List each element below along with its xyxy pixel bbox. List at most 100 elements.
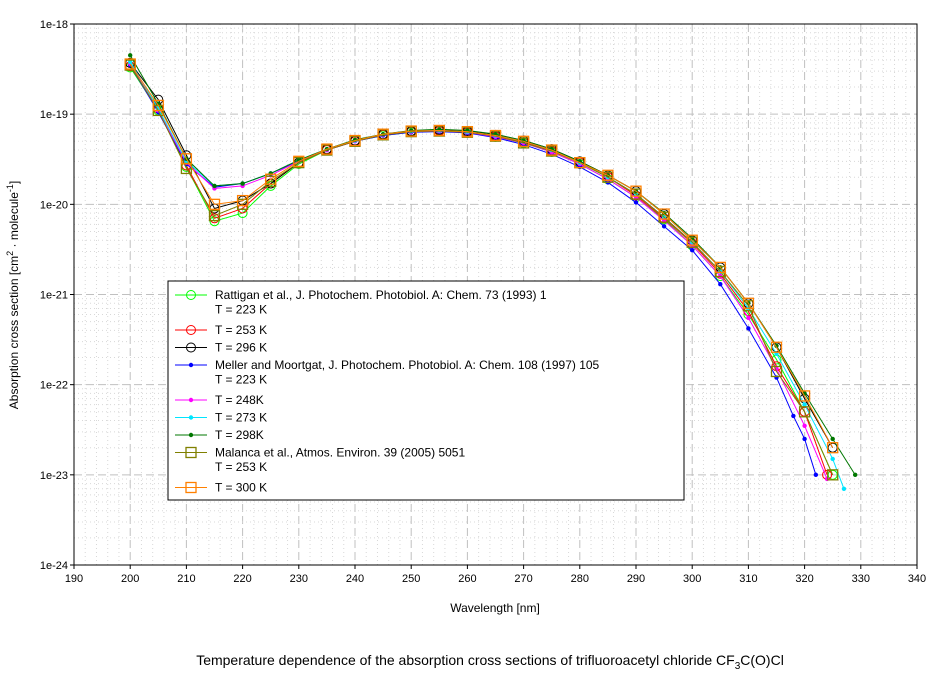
data-point — [152, 99, 164, 112]
y-tick-label: 1e-23 — [40, 470, 68, 482]
data-point — [852, 472, 858, 478]
x-tick-label: 330 — [852, 573, 870, 585]
legend-sublabel: T = 253 K — [215, 460, 267, 474]
data-point — [405, 125, 417, 137]
legend-label: T = 273 K — [215, 411, 267, 425]
data-point — [658, 208, 670, 220]
data-point — [240, 181, 245, 186]
legend-label: T = 300 K — [215, 481, 267, 495]
legend-label: Meller and Moortgat, J. Photochem. Photo… — [215, 358, 600, 372]
data-point — [830, 436, 835, 442]
x-tick-label: 220 — [233, 573, 251, 585]
x-tick-label: 260 — [458, 573, 476, 585]
legend-marker — [185, 446, 197, 459]
legend-label: T = 253 K — [215, 323, 267, 337]
data-point — [265, 173, 277, 185]
data-point — [770, 365, 783, 378]
legend-box — [167, 280, 685, 501]
data-point — [489, 129, 502, 142]
legend-marker — [185, 481, 197, 494]
data-point — [602, 169, 614, 181]
y-tick-label: 1e-22 — [40, 380, 68, 392]
data-point — [633, 200, 639, 205]
data-point — [798, 390, 811, 402]
y-tick-label: 1e-21 — [40, 290, 68, 302]
data-point — [128, 53, 133, 58]
series-8 — [124, 58, 839, 454]
data-point — [718, 282, 723, 287]
data-point — [517, 135, 530, 147]
data-point — [208, 198, 221, 210]
data-point — [827, 469, 839, 481]
legend-marker — [188, 415, 194, 420]
x-tick-label: 290 — [627, 573, 645, 585]
chart-title: Temperature dependence of the absorption… — [196, 652, 784, 672]
data-point — [791, 413, 796, 419]
data-point — [746, 326, 751, 331]
legend-marker — [186, 325, 196, 335]
legend-label: T = 296 K — [215, 341, 267, 355]
y-axis: 1e-24 1e-23 1e-22 1e-21 1e-20 1e-19 1e-18 — [40, 19, 74, 572]
y-tick-label: 1e-18 — [40, 19, 68, 31]
data-point — [293, 155, 305, 167]
data-point — [574, 156, 586, 169]
x-tick-label: 340 — [908, 573, 926, 585]
x-tick-label: 280 — [571, 573, 589, 585]
x-tick-label: 270 — [514, 573, 532, 585]
legend-label: T = 248K — [215, 393, 264, 407]
y-tick-label: 1e-24 — [40, 560, 68, 572]
x-tick-label: 240 — [346, 573, 364, 585]
x-tick-label: 210 — [177, 573, 195, 585]
data-point — [461, 125, 474, 138]
data-point — [827, 442, 839, 454]
legend-marker — [188, 362, 194, 368]
legend: Rattigan et al., J. Photochem. Photobiol… — [167, 280, 685, 501]
legend-label: Malanca et al., Atmos. Environ. 39 (2005… — [215, 446, 465, 460]
x-axis-label: Wavelength [nm] — [450, 601, 540, 615]
data-point — [630, 185, 642, 197]
data-point — [208, 209, 221, 222]
data-point — [798, 406, 811, 418]
legend-sublabel: T = 223 K — [215, 303, 267, 317]
legend-marker — [188, 397, 194, 403]
x-tick-label: 310 — [739, 573, 757, 585]
data-point — [714, 261, 726, 274]
data-point — [686, 234, 698, 246]
data-point — [212, 183, 217, 189]
data-point — [124, 58, 136, 70]
data-point — [830, 456, 835, 462]
data-point — [813, 472, 819, 478]
data-point — [802, 402, 807, 407]
x-tick-label: 320 — [795, 573, 813, 585]
x-tick-label: 190 — [65, 573, 83, 585]
y-axis-label: Absorption cross section [cm2 · molecule… — [5, 181, 21, 409]
data-point — [268, 171, 273, 176]
x-tick-label: 300 — [683, 573, 701, 585]
data-point — [661, 224, 667, 229]
legend-marker — [188, 432, 194, 438]
data-point — [349, 134, 361, 147]
legend-marker — [186, 290, 196, 300]
data-point — [770, 341, 783, 353]
data-point — [742, 297, 755, 309]
series-group — [124, 53, 858, 492]
y-tick-label: 1e-19 — [40, 109, 68, 121]
legend-label: Rattigan et al., J. Photochem. Photobiol… — [215, 288, 547, 302]
data-point — [321, 143, 333, 155]
legend-marker — [186, 342, 196, 353]
data-point — [377, 128, 389, 140]
data-point — [236, 194, 249, 207]
data-point — [433, 124, 445, 137]
data-point — [802, 423, 807, 428]
data-point — [802, 436, 807, 442]
x-tick-label: 200 — [121, 573, 139, 585]
data-point — [546, 144, 558, 156]
legend-sublabel: T = 223 K — [215, 373, 267, 387]
data-point — [746, 315, 751, 321]
legend-label: T = 298K — [215, 428, 264, 442]
data-point — [128, 59, 133, 65]
x-axis: 190 200 210 220 230 240 250 260 270 280 290 300 310 3… — [65, 565, 926, 585]
data-point — [841, 486, 847, 492]
